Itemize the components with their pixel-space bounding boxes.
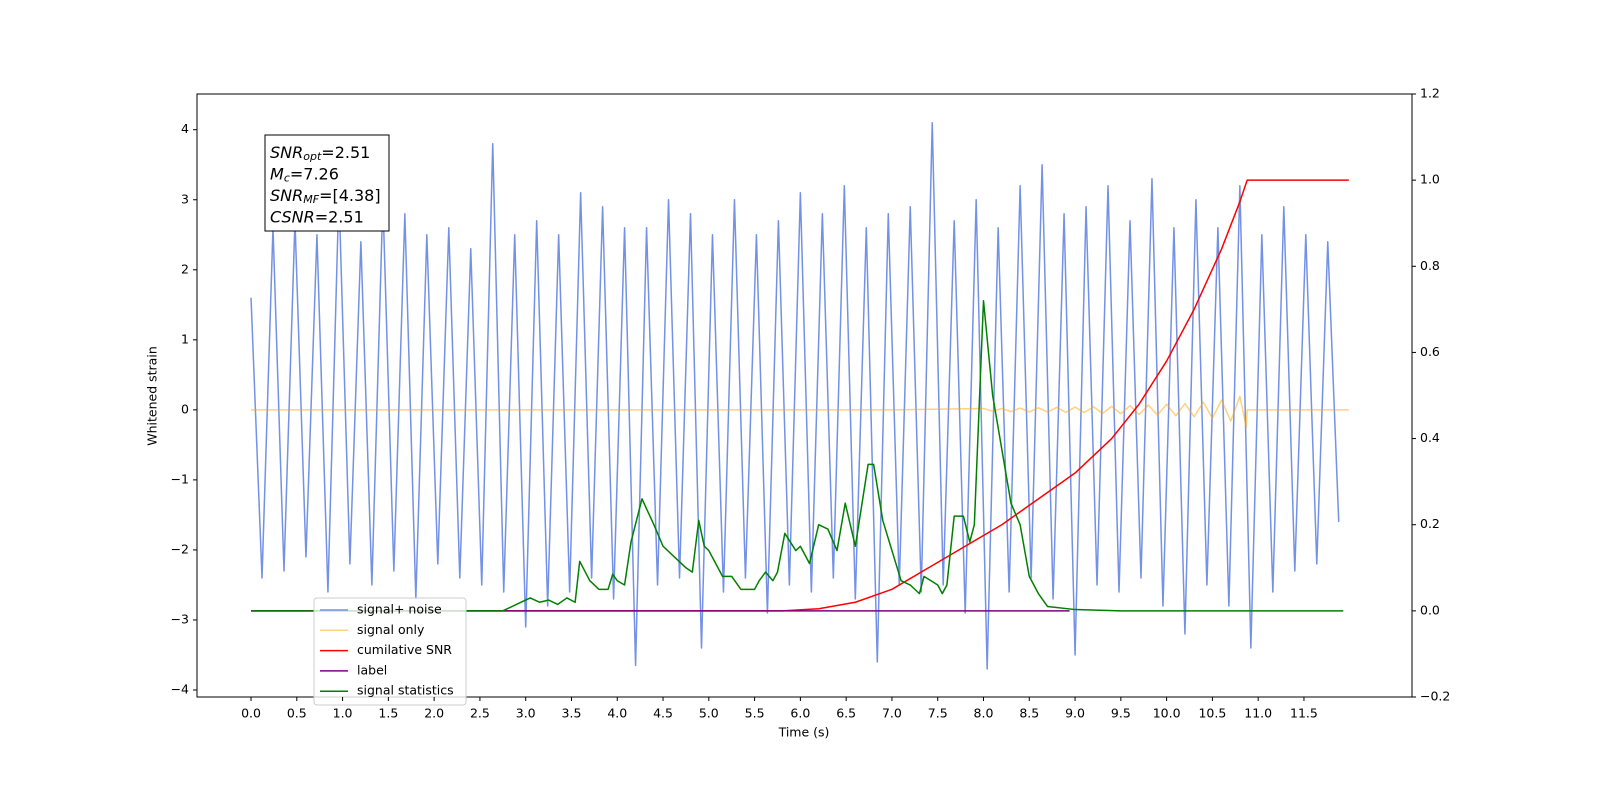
annotation-value: =[4.38] [319, 186, 381, 205]
annotation-subscript: MF [303, 193, 319, 206]
x-tick-label: 5.0 [699, 706, 719, 721]
y-tick-label: 4 [181, 121, 189, 136]
annotation-value: =2.51 [315, 207, 364, 226]
x-tick-label: 7.0 [882, 706, 902, 721]
series-line [251, 179, 1349, 612]
annotation-symbol: M [270, 164, 284, 183]
y2-tick-label: 1.0 [1420, 172, 1440, 187]
y2-tick-label: 0.8 [1420, 258, 1440, 273]
x-tick-label: 8.5 [1019, 706, 1039, 721]
y2-tick-label: 1.2 [1420, 86, 1440, 101]
x-tick-label: 1.0 [333, 706, 353, 721]
legend-label: cumilative SNR [357, 642, 452, 657]
legend-label: signal statistics [357, 683, 454, 698]
y-tick-label: −4 [171, 681, 189, 696]
x-axis-label: Time (s) [778, 725, 830, 740]
x-tick-label: 10.0 [1153, 706, 1181, 721]
x-tick-label: 0.0 [241, 706, 261, 721]
series-line [251, 299, 1344, 612]
legend: signal+ noise signal only cumilative SNR la… [313, 597, 467, 706]
y-tick-label: 2 [181, 261, 189, 276]
y2-tick-label: 0.2 [1420, 516, 1440, 531]
x-tick-label: 2.5 [470, 706, 490, 721]
x-tick-label: 10.5 [1198, 706, 1226, 721]
y-tick-label: 0 [181, 401, 189, 416]
y-axis-label: Whitened strain [145, 346, 160, 445]
x-tick-label: 4.5 [653, 706, 673, 721]
x-tick-label: 6.5 [836, 706, 856, 721]
series-line [251, 395, 1349, 429]
legend-label: signal+ noise [357, 602, 442, 617]
y-tick-label: −1 [171, 471, 189, 486]
axes-frame [196, 93, 1413, 698]
annotation-line: SNRMF=[4.38] [270, 186, 381, 207]
x-tick-label: 1.5 [378, 706, 398, 721]
x-tick-label: 9.5 [1111, 706, 1131, 721]
y2-tick-label: 0.6 [1420, 344, 1440, 359]
x-tick-label: 5.5 [745, 706, 765, 721]
legend-frame [313, 597, 467, 706]
x-tick-label: 3.0 [516, 706, 536, 721]
x-tick-label: 3.5 [562, 706, 582, 721]
annotation-value: =7.26 [290, 164, 339, 183]
legend-label: signal only [357, 622, 425, 637]
x-tick-label: 11.5 [1290, 706, 1318, 721]
annotation-line: CSNR=2.51 [270, 207, 364, 226]
x-tick-label: 0.5 [287, 706, 307, 721]
x-tick-label: 8.0 [974, 706, 994, 721]
annotation-value: =2.51 [321, 143, 370, 162]
annotation-symbol: CSNR [270, 207, 315, 226]
annotation-frame [264, 134, 390, 232]
annotation-line: Mc=7.26 [270, 164, 339, 185]
x-tick-label: 11.0 [1244, 706, 1272, 721]
x-tick-label: 7.5 [928, 706, 948, 721]
annotation-subscript: opt [303, 150, 322, 163]
legend-label: label [357, 662, 387, 677]
y2-tick-label: 0.4 [1420, 430, 1440, 445]
x-tick-label: 6.0 [790, 706, 810, 721]
annotation-subscript: c [284, 172, 290, 185]
series-line [250, 121, 1340, 670]
x-tick-label: 2.0 [424, 706, 444, 721]
y-tick-label: −3 [171, 611, 189, 626]
annotation-symbol: SNR [270, 186, 303, 205]
y2-tick-label: −0.2 [1420, 689, 1450, 704]
annotation-symbol: SNR [270, 143, 303, 162]
annotation-line: SNRopt=2.51 [270, 143, 370, 164]
x-tick-label: 9.0 [1065, 706, 1085, 721]
y2-tick-label: 0.0 [1420, 602, 1440, 617]
y-tick-label: −2 [171, 541, 189, 556]
y-tick-label: 3 [181, 191, 189, 206]
x-tick-label: 4.0 [607, 706, 627, 721]
y-tick-label: 1 [181, 331, 189, 346]
